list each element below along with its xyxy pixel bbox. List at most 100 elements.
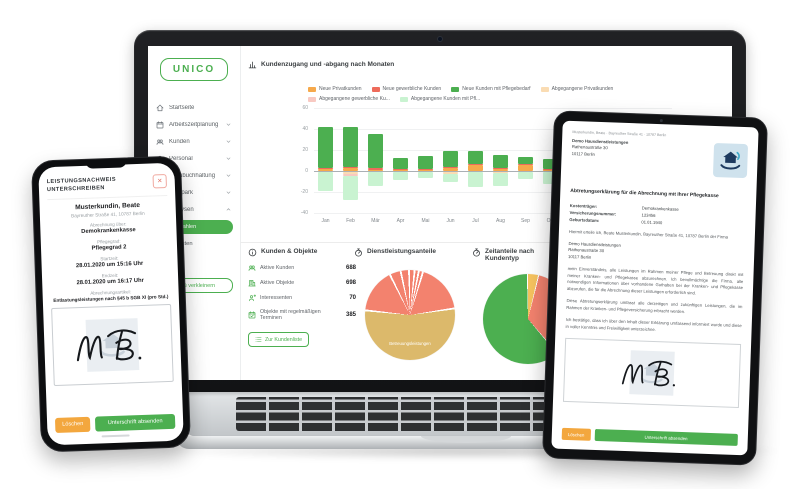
phone-delete-button[interactable]: Löschen	[54, 416, 91, 433]
stats-title: Kunden & Objekte	[248, 248, 356, 257]
x-axis-label: Apr	[396, 218, 405, 224]
legend-item[interactable]: Abgegangene Kunden mit Pfl...	[399, 96, 480, 102]
bar-segment	[318, 126, 333, 168]
stat-row: Aktive Objekte 698	[248, 279, 356, 287]
laptop-lid-scoop	[421, 436, 511, 443]
legend-swatch	[308, 96, 316, 102]
bar-segment	[368, 134, 383, 168]
tablet-signature-canvas[interactable]	[562, 338, 742, 409]
field-label: Geburtsdatum:	[569, 217, 600, 224]
phone-notch	[84, 158, 128, 169]
bar-aug: Aug	[493, 108, 508, 224]
bar-segment	[493, 173, 508, 186]
bar-segment	[493, 155, 508, 168]
bar-segment	[368, 169, 383, 171]
bar-segment	[543, 168, 558, 170]
bar-segment	[493, 172, 508, 174]
bar-segment	[493, 167, 508, 169]
bar-segment	[368, 172, 383, 186]
bar-segment	[443, 174, 458, 183]
chevron-down-icon	[225, 155, 232, 162]
close-icon[interactable]: ×	[152, 173, 167, 189]
bar-segment	[343, 176, 358, 201]
phone-field: Endzeit: 28.01.2020 um 16:17 Uhr	[50, 271, 170, 288]
document-paragraph-1: mein Einverständnis, alle Leistungen im …	[566, 266, 744, 296]
x-axis-label: Jun	[446, 218, 455, 224]
x-axis-label: Mai	[421, 218, 430, 224]
legend-item[interactable]: Abgegangene gewerbliche Ku...	[308, 96, 390, 102]
building-icon	[248, 279, 256, 287]
legend-item[interactable]: Abgegangene Privatkunden	[540, 86, 613, 92]
sidebar-item-label: Kunden	[169, 138, 190, 145]
section-divider	[240, 242, 732, 243]
stat-value: 385	[345, 312, 356, 318]
x-axis-label: Sep	[521, 218, 530, 224]
tablet-device: Musterkundin, Beate · Bayreuther Straße …	[541, 110, 769, 466]
phone-screen: LEISTUNGSNACHWEIS UNTERSCHREIBEN × Muste…	[38, 162, 184, 446]
phone-submit-signature-button[interactable]: Unterschrift absenden	[95, 413, 176, 432]
pie1-slice-label: Betreuungsleistungen	[389, 341, 431, 346]
document-fields: Kostenträger: Demokrankenkasse Versicherun…	[569, 202, 746, 230]
legend-label: Neue gewerbliche Kunden	[382, 86, 442, 92]
legend-swatch	[399, 96, 408, 102]
stat-value: 70	[349, 295, 356, 301]
stopwatch-icon	[354, 248, 363, 257]
list-icon	[255, 336, 262, 343]
sidebar-item-kunden[interactable]: Kunden	[148, 133, 240, 150]
sidebar-item-label: Arbeitszeitplanung	[169, 121, 219, 128]
phone-fields: Abrechnung über: Demokrankenkasse Pflegegr…	[48, 215, 171, 303]
info-icon	[248, 248, 257, 257]
phone-button-row: Löschen Unterschrift absenden	[54, 406, 176, 433]
axis-zero-line	[314, 171, 672, 173]
stopwatch-icon	[472, 248, 481, 257]
tablet-delete-button[interactable]: Löschen	[561, 427, 591, 441]
bar-segment	[443, 151, 458, 167]
gridline	[314, 129, 672, 130]
stat-row: Interessenten 70	[248, 294, 356, 302]
chart-title: Kundenzugang und -abgang nach Monaten	[261, 61, 395, 68]
legend-swatch	[451, 86, 460, 92]
pie2-title-text: Zeitanteile nach Kundentyp	[485, 248, 535, 262]
chevron-down-icon	[225, 121, 232, 128]
chevron-down-icon	[225, 172, 232, 179]
tablet-submit-signature-button[interactable]: Unterschrift absenden	[594, 428, 738, 446]
bar-segment	[393, 169, 408, 171]
bar-segment	[518, 172, 533, 180]
bar-segment	[343, 126, 358, 167]
customer-list-button[interactable]: Zur Kundenliste	[248, 332, 310, 347]
bar-segment	[493, 168, 508, 171]
bar-segment	[543, 172, 558, 184]
bar-segment	[418, 156, 433, 169]
calendar-check-icon	[248, 311, 256, 319]
legend-item[interactable]: Neue Kunden mit Pflegebedarf	[451, 86, 531, 92]
x-axis-label: Feb	[346, 218, 355, 224]
bar-mai: Mai	[418, 108, 433, 224]
chevron-down-icon	[225, 138, 232, 145]
bar-segment	[443, 167, 458, 171]
home-indicator[interactable]	[101, 433, 130, 438]
document-paragraph-3: Ich bestätige, dass ich über den Inhalt …	[565, 317, 742, 332]
bar-segment	[443, 166, 458, 168]
hands-house-logo-icon	[720, 151, 741, 170]
bar-feb: Feb	[343, 108, 358, 224]
pie1-panel: Dienstleistungsanteile Betreuungsleistun…	[354, 248, 466, 360]
legend-item[interactable]: Neue Privatkunden	[308, 86, 362, 92]
y-axis-tick: 60	[302, 105, 308, 111]
stat-value: 698	[345, 280, 356, 286]
bar-segment	[443, 172, 458, 175]
y-axis-tick: 0	[305, 168, 308, 174]
legend-item[interactable]: Neue gewerbliche Kunden	[371, 86, 442, 92]
bar-segment	[543, 159, 558, 169]
sidebar-item-arbeitszeitplanung[interactable]: Arbeitszeitplanung	[148, 116, 240, 133]
bar-segment	[393, 172, 408, 181]
phone-device: LEISTUNGSNACHWEIS UNTERSCHREIBEN × Muste…	[30, 155, 192, 453]
phone-field: Startzeit: 28.01.2020 um 15:16 Uhr	[49, 254, 169, 271]
phone-title: LEISTUNGSNACHWEIS UNTERSCHREIBEN	[47, 176, 117, 195]
sidebar-item-startseite[interactable]: Startseite	[148, 99, 240, 116]
y-axis-tick: -40	[300, 210, 308, 216]
pie2-title: Zeitanteile nach Kundentyp	[472, 248, 584, 262]
stats-panel: Kunden & Objekte Aktive Kunden 688 Aktive …	[248, 248, 356, 347]
stat-label: Interessenten	[260, 295, 293, 301]
phone-signature-canvas[interactable]	[51, 304, 174, 387]
bar-segment	[543, 169, 558, 171]
